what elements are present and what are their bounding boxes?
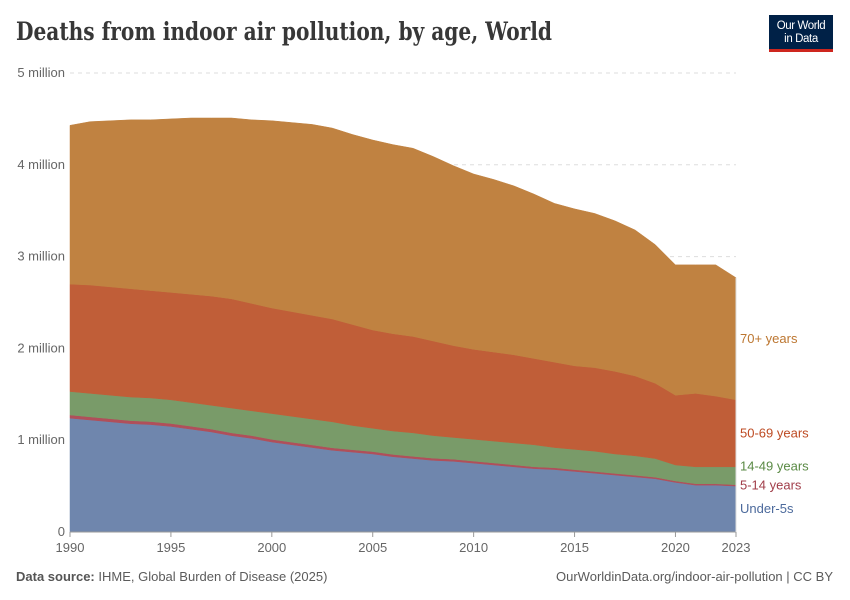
chart-title: Deaths from indoor air pollution, by age… — [16, 17, 552, 46]
series-label: 5-14 years — [740, 477, 802, 492]
logo-line2: in Data — [784, 33, 818, 45]
data-source: Data source: IHME, Global Burden of Dise… — [16, 569, 327, 584]
source-url-link[interactable]: OurWorldinData.org/indoor-air-pollution … — [556, 569, 833, 584]
x-tick-label: 1990 — [56, 540, 85, 555]
x-tick-label: 1995 — [156, 540, 185, 555]
source-text: IHME, Global Burden of Disease (2025) — [98, 569, 328, 584]
x-tick-label: 2020 — [661, 540, 690, 555]
series-label: 14-49 years — [740, 458, 809, 473]
x-tick-label: 2005 — [358, 540, 387, 555]
series-label: 70+ years — [740, 331, 798, 346]
y-tick-label: 4 million — [17, 157, 65, 172]
areas — [69, 117, 737, 533]
x-tick-label: 2000 — [257, 540, 286, 555]
series-label: Under-5s — [740, 501, 794, 516]
series-label: 50-69 years — [740, 425, 809, 440]
source-label: Data source: — [16, 569, 95, 584]
x-tick-label: 2010 — [459, 540, 488, 555]
logo-line1: Our World — [776, 20, 826, 32]
x-tick-label: 2015 — [560, 540, 589, 555]
owid-logo[interactable]: Our World in Data — [769, 15, 833, 52]
x-tick-label: 2023 — [722, 540, 751, 555]
series-labels: Under-5s 5-14 years 14-49 years 50-69 years… — [740, 331, 809, 516]
y-tick-label: 1 million — [17, 432, 65, 447]
y-tick-label: 3 million — [17, 249, 65, 264]
axes: 0 1 million 2 million 3 million 4 million 5 m… — [17, 65, 750, 555]
y-tick-label: 0 — [58, 524, 65, 539]
y-tick-label: 2 million — [17, 340, 65, 355]
y-tick-label: 5 million — [17, 65, 65, 80]
